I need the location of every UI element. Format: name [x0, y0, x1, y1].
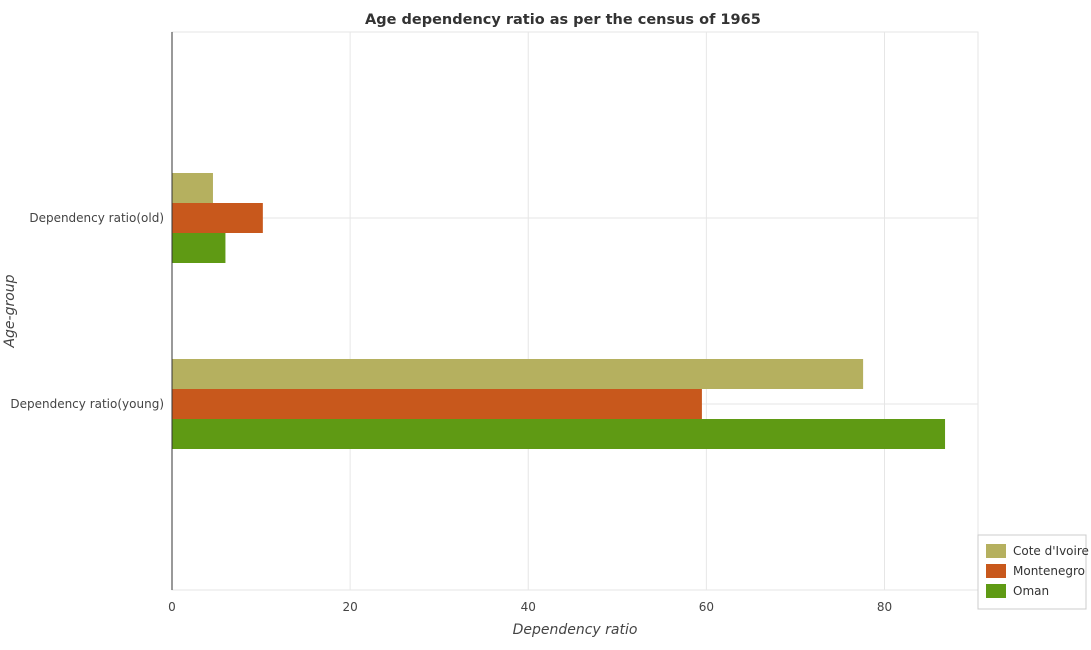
legend-swatch-2	[986, 584, 1006, 598]
legend-swatch-0	[986, 544, 1006, 558]
plot-area	[171, 31, 979, 591]
x-axis-label: Dependency ratio	[513, 622, 638, 638]
y-tick-label-0: Dependency ratio(old)	[29, 211, 164, 225]
legend-label-0: Cote d'Ivoire	[1013, 544, 1089, 558]
x-tick-label-80: 80	[877, 600, 892, 614]
bar-cote-d-ivoire-0	[172, 173, 213, 203]
y-axis-ticks: Dependency ratio(old) Dependency ratio(yo…	[10, 211, 164, 411]
bar-montenegro-0	[172, 203, 263, 233]
chart-title: Age dependency ratio as per the census o…	[365, 12, 761, 28]
bar-oman-1	[172, 419, 946, 449]
x-axis-ticks: 0 20 40 60 80	[168, 600, 892, 614]
legend-swatch-1	[986, 564, 1006, 578]
bars	[172, 173, 946, 449]
x-tick-label-60: 60	[699, 600, 714, 614]
bar-oman-0	[172, 233, 226, 263]
legend-label-1: Montenegro	[1013, 564, 1085, 578]
x-tick-label-0: 0	[168, 600, 176, 614]
bar-cote-d-ivoire-1	[172, 359, 864, 389]
legend-label-2: Oman	[1013, 584, 1049, 598]
x-tick-label-20: 20	[342, 600, 357, 614]
legend: Cote d'Ivoire Montenegro Oman	[977, 534, 1089, 610]
y-axis-label: Age-group	[2, 274, 18, 348]
y-tick-label-1: Dependency ratio(young)	[10, 397, 164, 411]
bar-montenegro-1	[172, 389, 702, 419]
x-tick-label-40: 40	[521, 600, 536, 614]
